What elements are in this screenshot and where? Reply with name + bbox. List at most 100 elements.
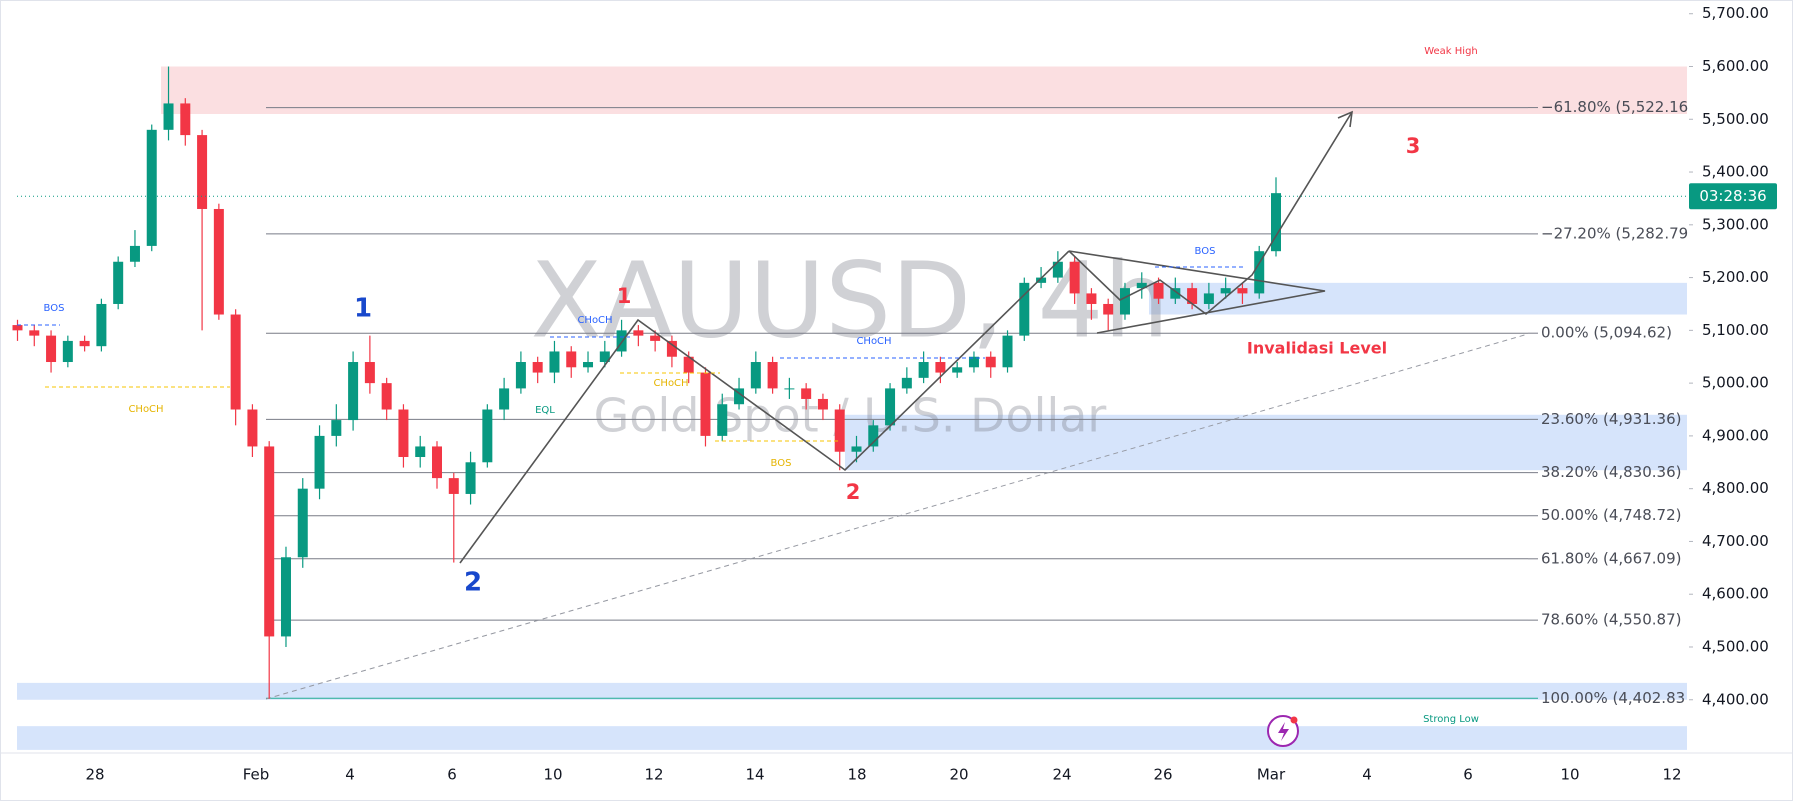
zone-label: Strong Low <box>1423 714 1479 725</box>
wave-label: 2 <box>846 480 861 504</box>
trend-line <box>265 333 1529 700</box>
candle-body <box>532 362 543 373</box>
candle-body <box>1203 293 1214 304</box>
candle-body <box>985 356 996 368</box>
candle-body <box>515 362 526 389</box>
structure-label: BOS <box>1195 246 1216 257</box>
invalidation-label: Invalidasi Level <box>1247 339 1387 358</box>
candle-body <box>297 488 308 558</box>
y-tick-label: 5,100.00 <box>1702 321 1769 339</box>
candle-body <box>113 261 124 304</box>
candle-body <box>1187 288 1198 304</box>
candle-body <box>717 404 728 436</box>
structure-label: BOS <box>771 458 792 469</box>
candle-body <box>1237 288 1248 294</box>
candle-body <box>448 478 459 494</box>
candle-body <box>230 314 241 410</box>
candle-body <box>1036 277 1047 283</box>
candle-body <box>1271 193 1281 252</box>
structure-label: EQL <box>535 405 555 416</box>
candle-body <box>79 340 90 347</box>
candle-body <box>46 335 57 363</box>
alert-icon-bolt[interactable] <box>1278 722 1289 741</box>
zone <box>17 682 1687 700</box>
y-tick-label: 4,700.00 <box>1702 532 1769 550</box>
candle-body <box>314 435 325 489</box>
countdown-box <box>1689 183 1777 210</box>
candle-body <box>163 103 174 130</box>
x-tick-label: 4 <box>345 766 355 784</box>
candle-body <box>264 446 275 637</box>
candle-body <box>817 398 828 410</box>
x-tick-label: 28 <box>85 766 104 784</box>
zone-label: Weak High <box>1424 46 1478 57</box>
structure-label: CHoCH <box>128 404 163 415</box>
triangle <box>1068 250 1326 334</box>
y-tick-label: 4,900.00 <box>1702 426 1769 444</box>
level-label: 78.60% (4,550.87) <box>1541 611 1681 629</box>
arrow-head <box>1337 110 1353 128</box>
candle-body <box>146 129 157 246</box>
candle-body <box>918 362 929 378</box>
y-tick-label: 5,300.00 <box>1702 215 1769 233</box>
candle-body <box>1086 293 1097 304</box>
wave-label: 1 <box>354 294 372 324</box>
x-tick-label: 4 <box>1362 766 1372 784</box>
x-tick-label: 10 <box>543 766 562 784</box>
level-label: −61.80% (5,522.16 <box>1541 98 1688 116</box>
candle-body <box>1119 288 1130 315</box>
candle-body <box>683 356 694 373</box>
candle-body <box>1103 303 1114 315</box>
level-label: 0.00% (5,094.62) <box>1541 324 1672 342</box>
x-tick-label: 6 <box>1463 766 1473 784</box>
alert-icon[interactable] <box>1267 715 1299 747</box>
candle-body <box>415 446 426 458</box>
candle-body <box>129 245 140 262</box>
structure-lines <box>17 266 1245 442</box>
candle-body <box>851 446 862 452</box>
candle-body <box>1136 282 1147 289</box>
candle-body <box>767 362 778 389</box>
candle-body <box>1019 282 1030 336</box>
candle-body <box>885 388 896 426</box>
candle-body <box>650 335 661 341</box>
zone <box>17 726 1687 750</box>
candle-body <box>482 409 493 463</box>
candle-body <box>364 362 375 384</box>
zigzag <box>459 250 1070 564</box>
candle-body <box>901 377 912 389</box>
candle-body <box>1052 261 1063 278</box>
candle-body <box>1220 288 1231 294</box>
x-tick-label: 12 <box>644 766 663 784</box>
level-label: 38.20% (4,830.36) <box>1541 463 1681 481</box>
candle-body <box>1153 282 1164 299</box>
candle-body <box>381 383 392 410</box>
candle-body <box>834 409 845 452</box>
candle-body <box>213 208 224 315</box>
level-label: 23.60% (4,931.36) <box>1541 410 1681 428</box>
zone <box>845 414 1687 471</box>
candle-body <box>180 103 191 136</box>
y-tick-label: 5,000.00 <box>1702 374 1769 392</box>
candle-body <box>968 356 979 368</box>
x-tick-label: Feb <box>243 766 270 784</box>
candle-body <box>1002 335 1013 368</box>
y-tick-label: 5,600.00 <box>1702 57 1769 75</box>
zone <box>161 66 1687 114</box>
y-tick-label: 5,400.00 <box>1702 163 1769 181</box>
x-tick-label: 10 <box>1560 766 1579 784</box>
candle-body <box>29 330 40 336</box>
candle-body <box>432 446 442 479</box>
structure-label: CHoCH <box>577 315 612 326</box>
wave-label: 3 <box>1406 134 1421 158</box>
alert-dot <box>1290 716 1298 724</box>
countdown: 03:28:36 <box>1699 187 1766 205</box>
candle-body <box>1254 251 1265 294</box>
zone <box>1149 282 1687 315</box>
x-tick-label: 18 <box>847 766 866 784</box>
y-tick-label: 5,700.00 <box>1702 4 1769 22</box>
candle-body <box>331 420 342 436</box>
candle-body <box>633 330 644 336</box>
structure-labels: BOS CHoCH CHoCH CHoCH EQL BOS CHoCH BOS <box>44 246 1216 469</box>
candle-body <box>12 325 23 331</box>
